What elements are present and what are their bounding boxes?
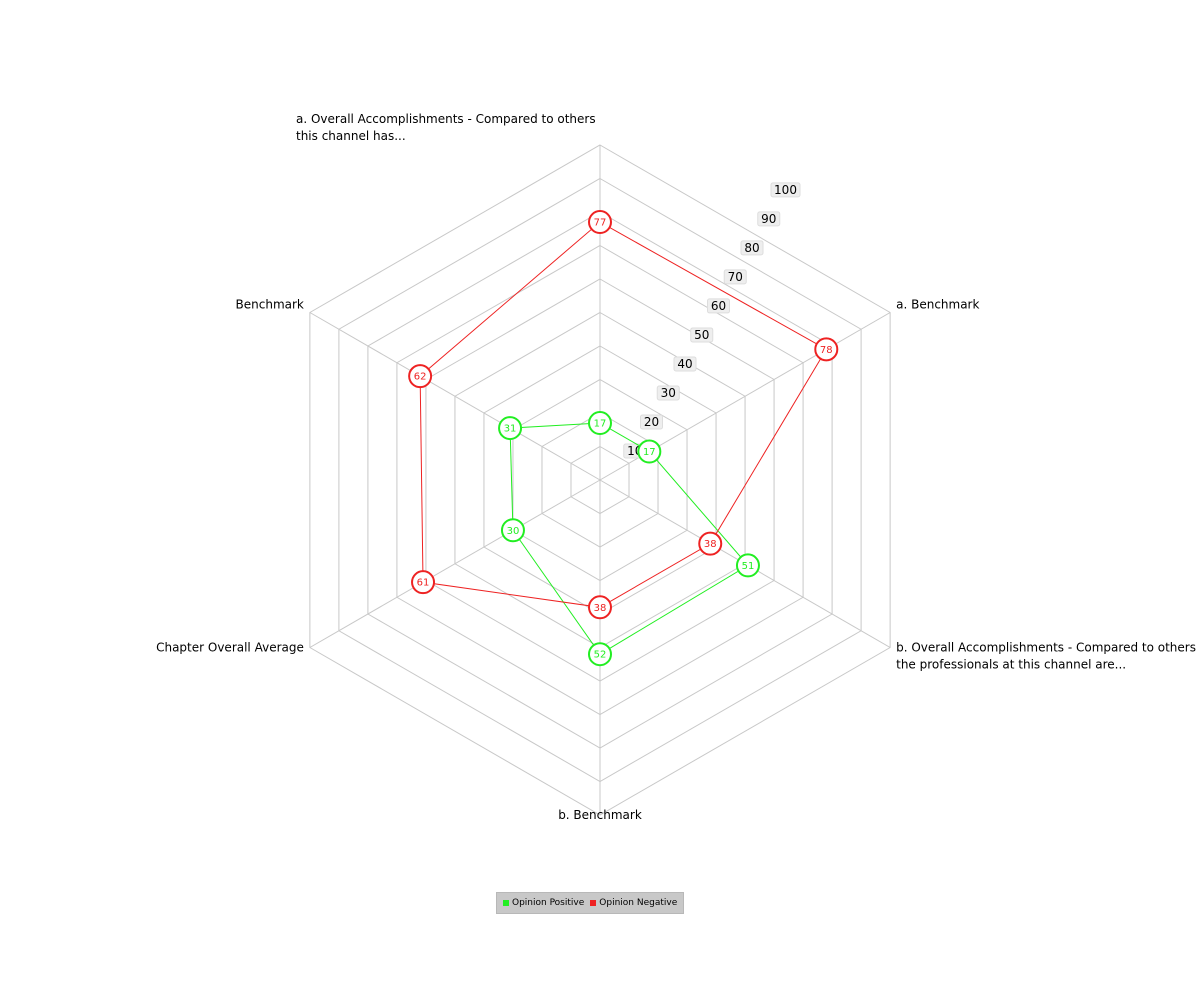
- axis-label-line: a. Overall Accomplishments - Compared to…: [296, 112, 596, 126]
- tick-label-bg: [707, 298, 730, 314]
- grid-spoke: [309, 479, 601, 648]
- axis-label-line: Benchmark: [236, 298, 304, 312]
- data-label: 62: [414, 372, 427, 383]
- data-label: 30: [507, 526, 520, 537]
- tick-label-bg: [740, 240, 764, 256]
- data-point[interactable]: [500, 518, 525, 543]
- tick-label-bg: [690, 327, 714, 343]
- legend: Opinion Positive Opinion Negative: [496, 892, 685, 914]
- data-label: 61: [417, 578, 430, 589]
- data-point[interactable]: [637, 439, 662, 464]
- tick-label: 40: [677, 357, 692, 371]
- data-point[interactable]: [814, 337, 839, 362]
- tick-label-bg: [640, 414, 663, 430]
- data-point[interactable]: [735, 553, 760, 578]
- data-label: 38: [704, 539, 717, 550]
- data-point[interactable]: [588, 595, 612, 620]
- tick-label: 90: [761, 212, 776, 226]
- axis-label-line: a. Benchmark: [896, 298, 979, 312]
- tick-label-bg: [656, 385, 680, 401]
- axis-label-line: this channel has...: [296, 129, 406, 143]
- tick-label: 100: [774, 183, 797, 197]
- legend-swatch-negative: [590, 900, 597, 906]
- data-label: 17: [594, 419, 607, 430]
- axis-label-line: b. Overall Accomplishments - Compared to…: [896, 641, 1196, 655]
- radar-grid: [309, 144, 891, 816]
- legend-label-positive: Opinion Positive: [512, 898, 585, 908]
- data-label: 17: [643, 447, 656, 458]
- data-point[interactable]: [698, 531, 723, 556]
- axis-labels: a. Overall Accomplishments - Compared to…: [156, 112, 1196, 822]
- data-label: 78: [820, 345, 833, 356]
- legend-item-negative[interactable]: Opinion Negative: [590, 898, 677, 908]
- tick-label: 50: [694, 328, 709, 342]
- axis-label: Benchmark: [236, 298, 304, 312]
- data-point[interactable]: [498, 416, 523, 441]
- data-point[interactable]: [588, 210, 612, 235]
- tick-label: 30: [661, 386, 676, 400]
- data-label: 77: [594, 218, 607, 229]
- data-point[interactable]: [408, 364, 433, 389]
- axis-label: Chapter Overall Average: [156, 641, 304, 655]
- legend-label-negative: Opinion Negative: [599, 898, 678, 908]
- tick-label-bg: [770, 182, 801, 198]
- data-point[interactable]: [411, 570, 436, 595]
- tick-label: 60: [711, 299, 726, 313]
- grid-spoke: [309, 312, 601, 481]
- data-series: 17 17 51 52 30 31 77 78 38 38 61 62: [408, 210, 839, 667]
- tick-label-bg: [673, 356, 697, 372]
- series-line: [419, 221, 827, 608]
- legend-swatch-positive: [503, 900, 509, 906]
- axis-label: b. Benchmark: [558, 808, 642, 822]
- data-label: 51: [742, 561, 755, 572]
- data-label: 38: [594, 603, 607, 614]
- data-point[interactable]: [588, 411, 612, 436]
- legend-item-positive[interactable]: Opinion Positive: [503, 898, 584, 908]
- tick-label-bg: [723, 269, 747, 285]
- axis-label-line: b. Benchmark: [558, 808, 642, 822]
- tick-label-bg: [757, 211, 781, 227]
- tick-label: 20: [644, 415, 659, 429]
- axis-label-line: the professionals at this channel are...: [896, 658, 1126, 672]
- data-point[interactable]: [588, 642, 612, 667]
- tick-label: 70: [728, 270, 743, 284]
- axis-label-line: Chapter Overall Average: [156, 641, 304, 655]
- axis-label: b. Overall Accomplishments - Compared to…: [896, 641, 1196, 672]
- tick-label: 80: [744, 241, 759, 255]
- axis-label: a. Benchmark: [896, 298, 979, 312]
- data-label: 31: [504, 424, 517, 435]
- axis-label: a. Overall Accomplishments - Compared to…: [296, 112, 596, 143]
- data-label: 52: [594, 650, 607, 661]
